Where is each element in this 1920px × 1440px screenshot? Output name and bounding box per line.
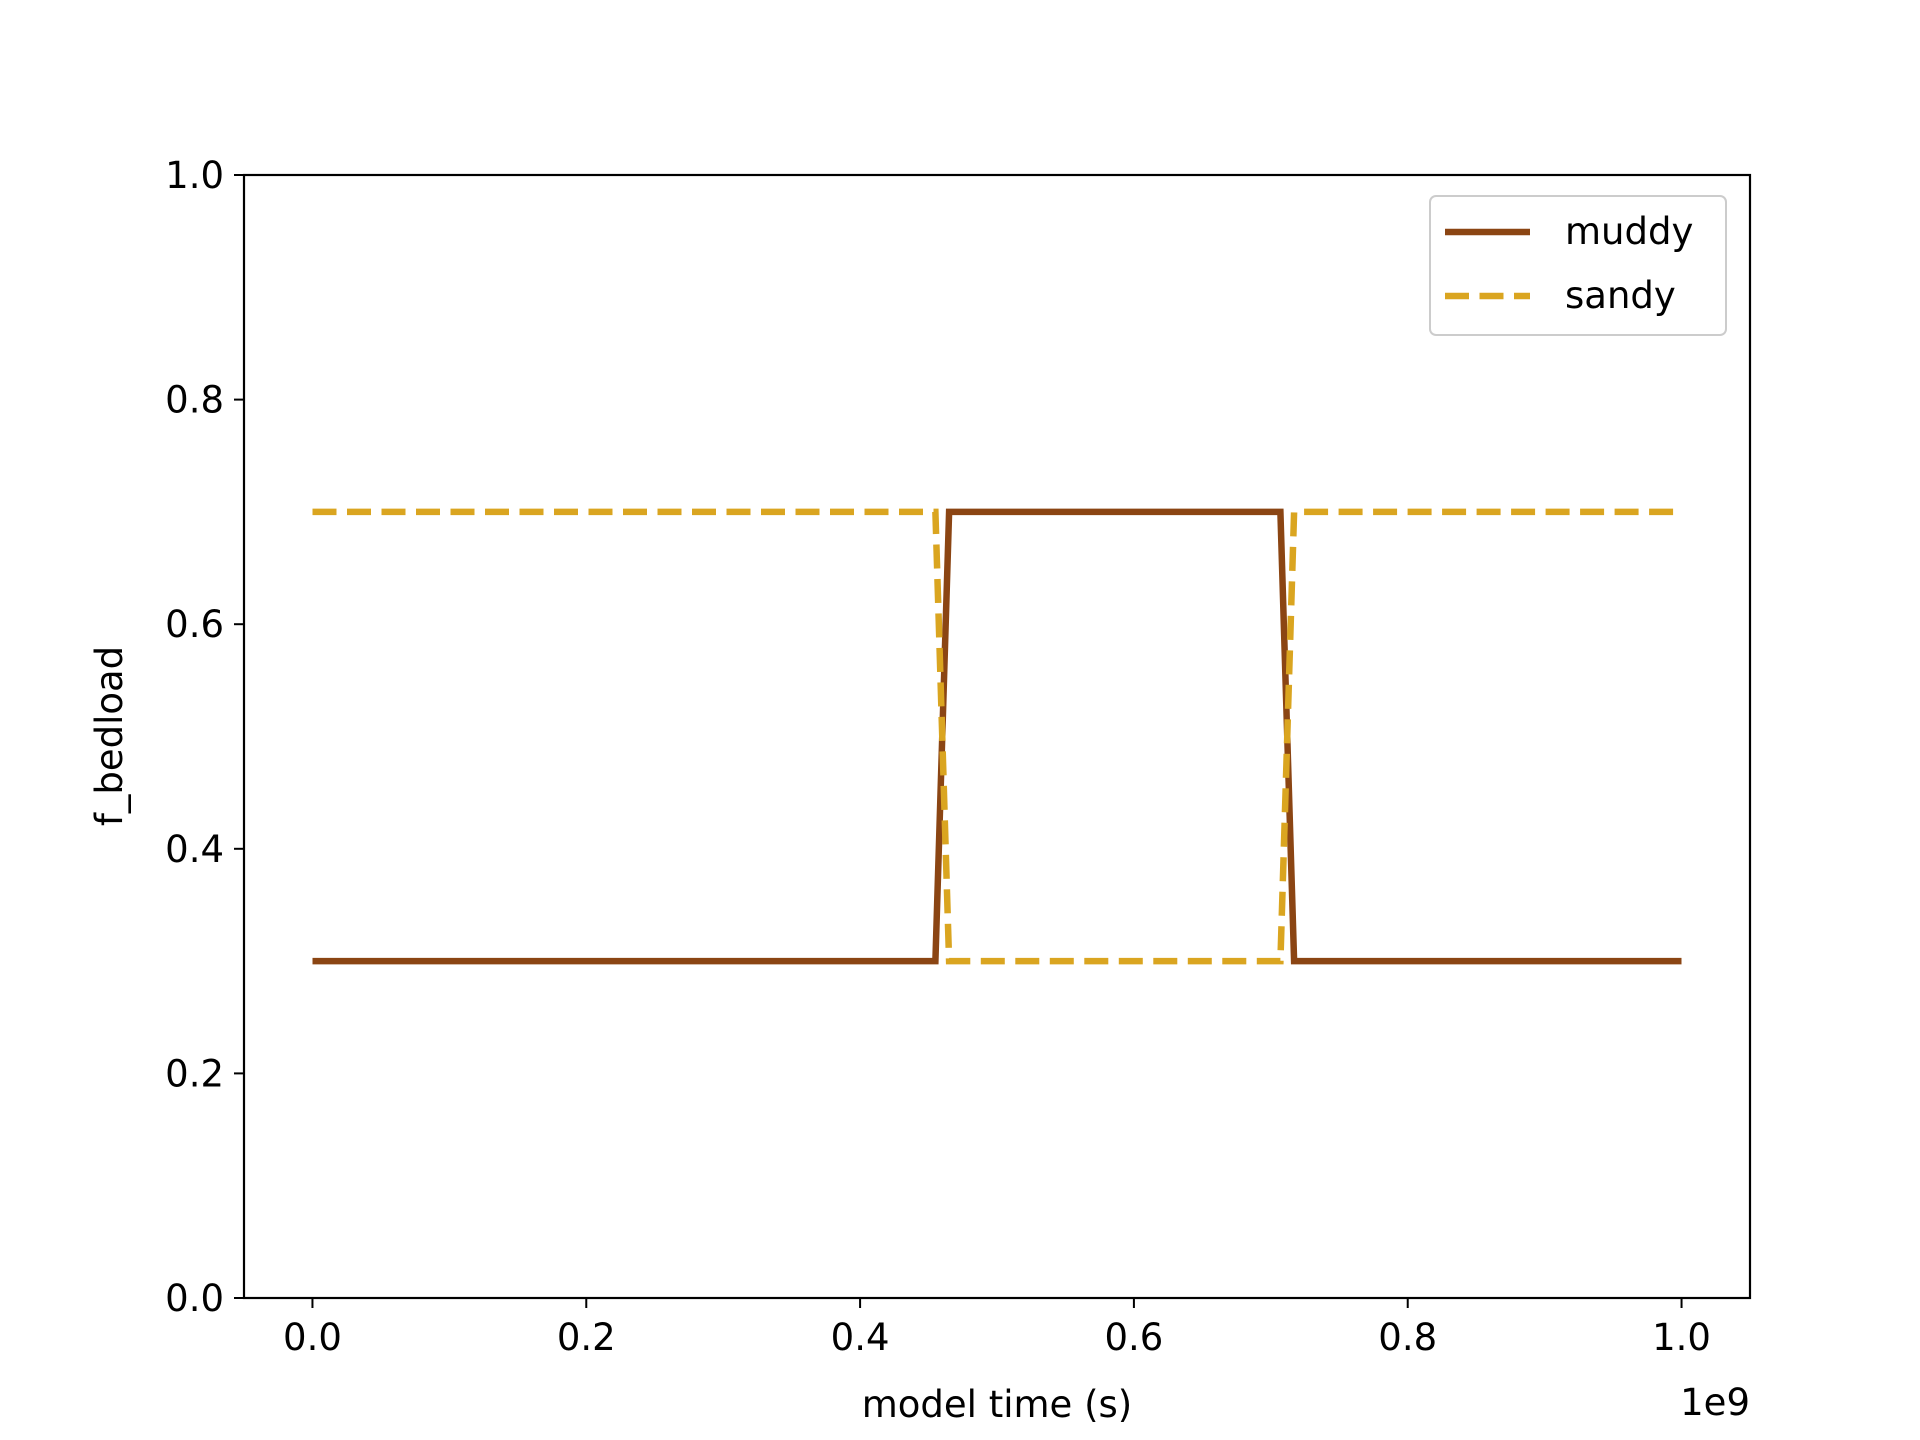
y-axis: 0.0 0.2 0.4 0.6 0.8 1.0 [165,154,244,1320]
legend-label-muddy: muddy [1565,210,1693,253]
x-tick-label: 0.8 [1378,1316,1437,1359]
x-tick-label: 1.0 [1652,1316,1711,1359]
series-line-muddy [312,508,1682,965]
x-tick-label: 0.2 [557,1316,616,1359]
y-tick-label: 0.6 [165,603,224,646]
y-tick-label: 0.0 [165,1277,224,1320]
x-tick-label: 0.6 [1104,1316,1163,1359]
y-axis-label: f_bedload [88,646,131,826]
plot-frame [242,173,1752,1300]
legend-label-sandy: sandy [1565,274,1676,317]
series-line-sandy [312,508,1682,965]
legend: muddy sandy [1429,195,1727,336]
y-tick-label: 0.8 [165,379,224,422]
y-tick-label: 1.0 [165,154,224,197]
series-layer [312,508,1682,965]
plot-area [244,175,1750,1298]
x-tick-label: 0.0 [283,1316,342,1359]
x-tick-label: 0.4 [831,1316,890,1359]
y-tick-label: 0.4 [165,828,224,871]
x-offset-label: 1e9 [1680,1381,1750,1424]
x-axis-label: model time (s) [862,1383,1132,1426]
y-tick-label: 0.2 [165,1052,224,1095]
x-axis: 0.0 0.2 0.4 0.6 0.8 1.0 [283,1298,1711,1359]
